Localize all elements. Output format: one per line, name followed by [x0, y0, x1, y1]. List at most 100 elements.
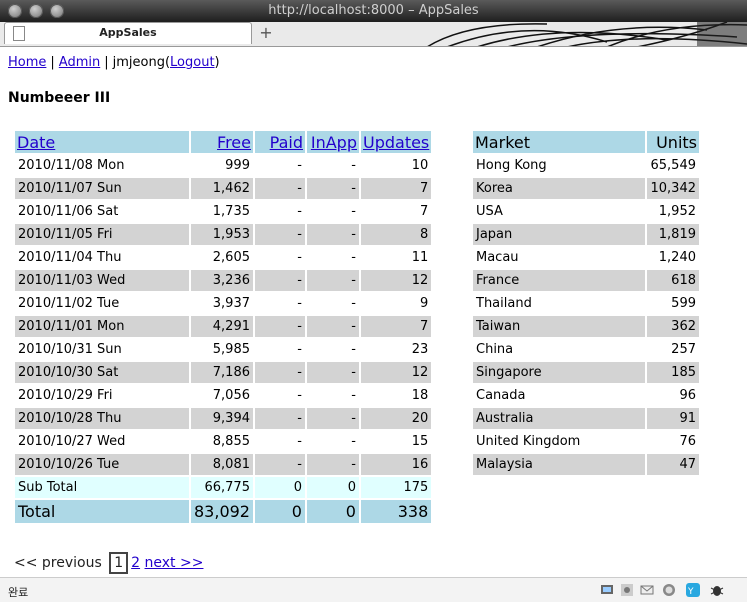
sales-table: Date Free Paid InApp Updates 2010/11/08 …	[13, 129, 433, 525]
cell-updates: 20	[360, 408, 432, 429]
nav-separator: |	[50, 55, 55, 70]
table-row: 2010/11/04 Thu 2,605- -11	[15, 247, 432, 268]
column-header-date[interactable]: Date	[15, 131, 189, 153]
market-row: China 257	[473, 339, 699, 360]
minimize-window-button[interactable]	[29, 4, 43, 18]
cell-paid: -	[254, 339, 305, 360]
cell-date: 2010/11/05 Fri	[15, 224, 189, 245]
cell-units: 257	[647, 339, 699, 360]
svg-text:Y: Y	[687, 587, 694, 597]
top-nav: Home | Admin | jmjeong(Logout)	[8, 55, 220, 70]
sort-free-link[interactable]: Free	[217, 132, 251, 152]
cell-date: 2010/10/31 Sun	[15, 339, 189, 360]
cell-paid: -	[254, 408, 305, 429]
username: jmjeong	[112, 55, 165, 70]
cell-updates: 23	[360, 339, 432, 360]
status-bar: 완료 Y	[0, 577, 747, 602]
cell-units: 1,819	[647, 224, 699, 245]
admin-link[interactable]: Admin	[58, 55, 101, 70]
status-text: 완료	[8, 586, 29, 599]
cell-units: 76	[647, 431, 699, 452]
page-2-link[interactable]: 2	[131, 555, 141, 571]
next-link[interactable]: next >>	[144, 555, 204, 571]
column-header-inapp[interactable]: InApp	[306, 131, 359, 153]
cell-free: 3,937	[191, 293, 253, 314]
cell-updates: 11	[360, 247, 432, 268]
bug-icon[interactable]	[710, 583, 724, 597]
theme-decoration	[407, 22, 747, 47]
column-header-updates[interactable]: Updates	[360, 131, 432, 153]
cell-updates: 18	[360, 385, 432, 406]
cell-free: 8,855	[191, 431, 253, 452]
column-header-units: Units	[647, 131, 699, 153]
cell-date: 2010/10/30 Sat	[15, 362, 189, 383]
cell-paid: -	[254, 431, 305, 452]
total-cell-date: Total	[15, 500, 189, 523]
cell-date: 2010/11/03 Wed	[15, 270, 189, 291]
zoom-window-button[interactable]	[50, 4, 64, 18]
market-row: Hong Kong 65,549	[473, 155, 699, 176]
sort-inapp-link[interactable]: InApp	[310, 132, 357, 152]
cell-units: 96	[647, 385, 699, 406]
cell-free: 1,735	[191, 201, 253, 222]
logout-link[interactable]: Logout	[170, 55, 215, 70]
cell-paid: -	[254, 155, 305, 176]
cell-units: 91	[647, 408, 699, 429]
cell-inapp: -	[306, 155, 359, 176]
cell-market: Japan	[473, 224, 645, 245]
total-cell-updates: 338	[360, 500, 432, 523]
settings-grid-icon[interactable]	[620, 583, 634, 597]
market-table-body: Hong Kong 65,549 Korea 10,342 USA 1,952 Japan 1…	[473, 155, 699, 475]
table-row: 2010/11/05 Fri 1,953- -8	[15, 224, 432, 245]
new-tab-button[interactable]: +	[259, 23, 273, 42]
cell-free: 5,985	[191, 339, 253, 360]
cell-paid: -	[254, 385, 305, 406]
cell-paid: -	[254, 316, 305, 337]
cell-units: 618	[647, 270, 699, 291]
cell-updates: 7	[360, 316, 432, 337]
cell-market: Thailand	[473, 293, 645, 314]
cell-units: 65,549	[647, 155, 699, 176]
cell-updates: 12	[360, 362, 432, 383]
cell-date: 2010/10/26 Tue	[15, 454, 189, 475]
cell-units: 47	[647, 454, 699, 475]
cell-updates: 10	[360, 155, 432, 176]
subtotal-cell-date: Sub Total	[15, 477, 189, 498]
cell-market: Korea	[473, 178, 645, 199]
chat-bubble-icon[interactable]	[662, 583, 676, 597]
table-row: 2010/11/03 Wed 3,236- -12	[15, 270, 432, 291]
column-header-free[interactable]: Free	[191, 131, 253, 153]
market-row: Singapore 185	[473, 362, 699, 383]
table-row: 2010/11/08 Mon 999- -10	[15, 155, 432, 176]
cell-date: 2010/11/02 Tue	[15, 293, 189, 314]
paren-open: (	[164, 55, 171, 70]
sort-paid-link[interactable]: Paid	[269, 132, 303, 152]
mail-icon[interactable]	[640, 583, 654, 597]
cell-market: Singapore	[473, 362, 645, 383]
cell-inapp: -	[306, 247, 359, 268]
cell-inapp: -	[306, 316, 359, 337]
home-link[interactable]: Home	[8, 55, 47, 70]
sort-date-link[interactable]: Date	[17, 132, 56, 152]
screen-icon[interactable]	[600, 583, 614, 597]
close-window-button[interactable]	[8, 4, 22, 18]
cell-updates: 8	[360, 224, 432, 245]
column-header-paid[interactable]: Paid	[254, 131, 305, 153]
sort-updates-link[interactable]: Updates	[362, 132, 430, 152]
cell-date: 2010/11/04 Thu	[15, 247, 189, 268]
cell-market: Hong Kong	[473, 155, 645, 176]
window-title: http://localhost:8000 – AppSales	[268, 3, 479, 18]
cell-paid: -	[254, 178, 305, 199]
subtotal-row: Sub Total 66,775 0 0 175	[15, 477, 432, 498]
tab-appsales[interactable]: AppSales	[4, 22, 252, 44]
cell-inapp: -	[306, 385, 359, 406]
total-cell-free: 83,092	[191, 500, 253, 523]
ye-icon[interactable]: Y	[686, 583, 700, 597]
table-row: 2010/10/26 Tue 8,081- -16	[15, 454, 432, 475]
table-row: 2010/10/28 Thu 9,394- -20	[15, 408, 432, 429]
cell-paid: -	[254, 201, 305, 222]
subtotal-cell-free: 66,775	[191, 477, 253, 498]
cell-market: Taiwan	[473, 316, 645, 337]
cell-units: 10,342	[647, 178, 699, 199]
cell-paid: -	[254, 362, 305, 383]
